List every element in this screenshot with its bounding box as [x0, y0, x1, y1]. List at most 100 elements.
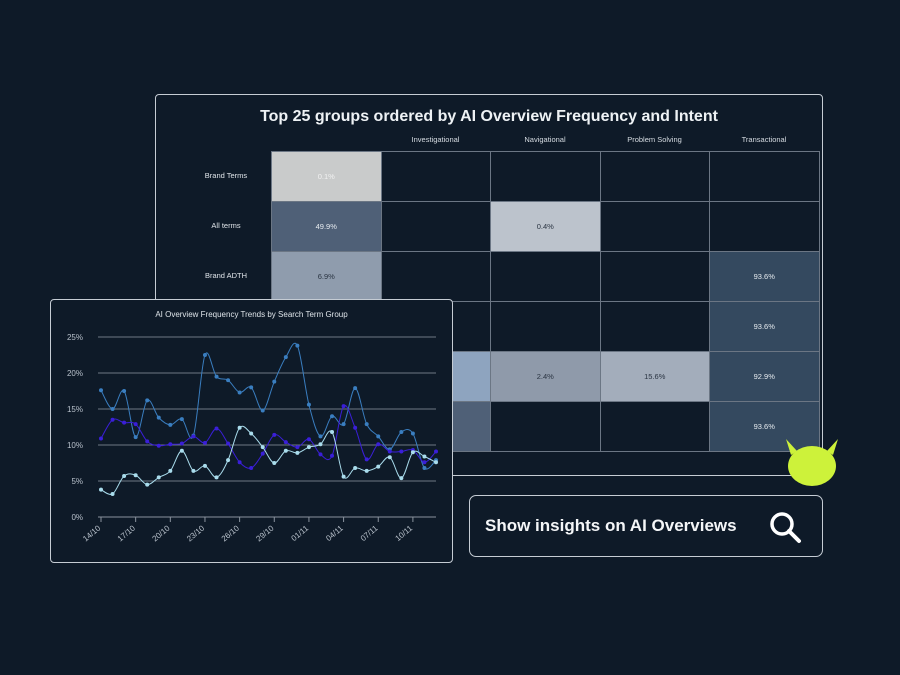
data-point [179, 441, 184, 446]
y-tick-label: 10% [67, 441, 83, 450]
data-point [202, 463, 207, 468]
data-point [272, 432, 277, 437]
data-point [353, 425, 358, 430]
data-point [399, 449, 404, 454]
data-point [214, 426, 219, 431]
data-point [122, 420, 127, 425]
heatmap-cell: 0.4% [490, 201, 601, 252]
data-point [272, 461, 277, 465]
data-point [318, 434, 323, 439]
data-point [179, 417, 184, 422]
column-header: Transactional [741, 135, 787, 144]
x-tick-label: 01/11 [290, 523, 311, 543]
data-point [422, 460, 427, 465]
data-point [330, 453, 335, 458]
data-point [168, 468, 173, 473]
y-tick-label: 20% [67, 369, 83, 378]
y-tick-label: 25% [67, 333, 83, 342]
data-point [202, 440, 207, 445]
data-point [237, 425, 242, 430]
heatmap-cell [599, 401, 710, 452]
data-point [249, 431, 254, 436]
data-point [341, 422, 346, 427]
data-point [145, 439, 150, 444]
data-point [226, 378, 231, 383]
data-point [133, 473, 138, 478]
data-point [295, 343, 300, 348]
x-tick-label: 10/11 [394, 523, 415, 543]
data-point [168, 442, 173, 447]
data-point [318, 452, 323, 457]
data-point [353, 386, 358, 391]
data-point [99, 436, 103, 441]
data-point [145, 398, 150, 403]
data-point [410, 450, 415, 455]
data-point [249, 385, 254, 390]
data-point [260, 451, 265, 456]
x-tick-label: 17/10 [116, 523, 138, 543]
data-point [422, 466, 427, 471]
heatmap-cell: 2.4% [490, 351, 601, 402]
data-point [110, 407, 115, 411]
data-point [145, 482, 150, 487]
data-point [226, 441, 231, 446]
data-point [249, 466, 254, 471]
data-point [364, 422, 369, 427]
data-point [283, 355, 288, 360]
heatmap-cell [380, 251, 491, 302]
x-tick-label: 23/10 [185, 523, 207, 543]
data-point [191, 468, 196, 473]
heatmap-cell [490, 151, 601, 202]
show-insights-label: Show insights on AI Overviews [485, 516, 737, 535]
data-point [283, 440, 288, 445]
data-point [179, 448, 184, 453]
data-point [306, 437, 311, 442]
data-point [122, 473, 127, 478]
data-point [191, 434, 196, 439]
heatmap-cell: 93.6% [709, 301, 820, 352]
data-point [295, 450, 300, 455]
heatmap-cell: 93.6% [709, 251, 820, 302]
data-point [214, 374, 219, 379]
mascot-logo [786, 439, 838, 486]
data-point [99, 388, 103, 393]
data-point [330, 430, 335, 435]
y-tick-label: 15% [67, 405, 83, 414]
heatmap-cell [709, 151, 820, 202]
data-point [202, 353, 207, 357]
y-tick-label: 0% [71, 513, 83, 522]
heatmap-cell [380, 151, 491, 202]
data-point [376, 442, 381, 447]
data-point [156, 415, 161, 420]
heatmap-cell: 6.9% [271, 251, 382, 302]
data-point [434, 449, 438, 454]
data-point [110, 491, 115, 496]
heatmap-cell [380, 201, 491, 252]
data-point [156, 475, 161, 480]
column-header: Investigational [411, 135, 460, 144]
x-tick-label: 14/10 [81, 523, 103, 543]
show-insights-button[interactable]: Show insights on AI Overviews [469, 495, 823, 557]
heatmap-cell [490, 401, 601, 452]
series-line-3 [100, 425, 437, 495]
data-point [237, 390, 242, 395]
row-header: Brand Terms [204, 171, 248, 180]
data-point [133, 422, 138, 427]
data-point [306, 445, 311, 450]
heatmap-cell: 0.1% [271, 151, 382, 202]
data-point [341, 404, 346, 409]
data-point [376, 464, 381, 469]
data-point [237, 460, 242, 465]
data-point [122, 389, 127, 393]
data-point [214, 475, 219, 480]
x-tick-label: 29/10 [254, 523, 276, 543]
data-point [399, 430, 404, 435]
heatmap-cell: 93.6% [709, 401, 820, 452]
series-line-1 [100, 342, 437, 470]
data-point [260, 445, 265, 450]
heatmap-cell [599, 251, 710, 302]
heatmap-cell [599, 301, 710, 352]
data-point [168, 422, 173, 427]
data-point [341, 474, 346, 479]
data-point [283, 448, 288, 453]
